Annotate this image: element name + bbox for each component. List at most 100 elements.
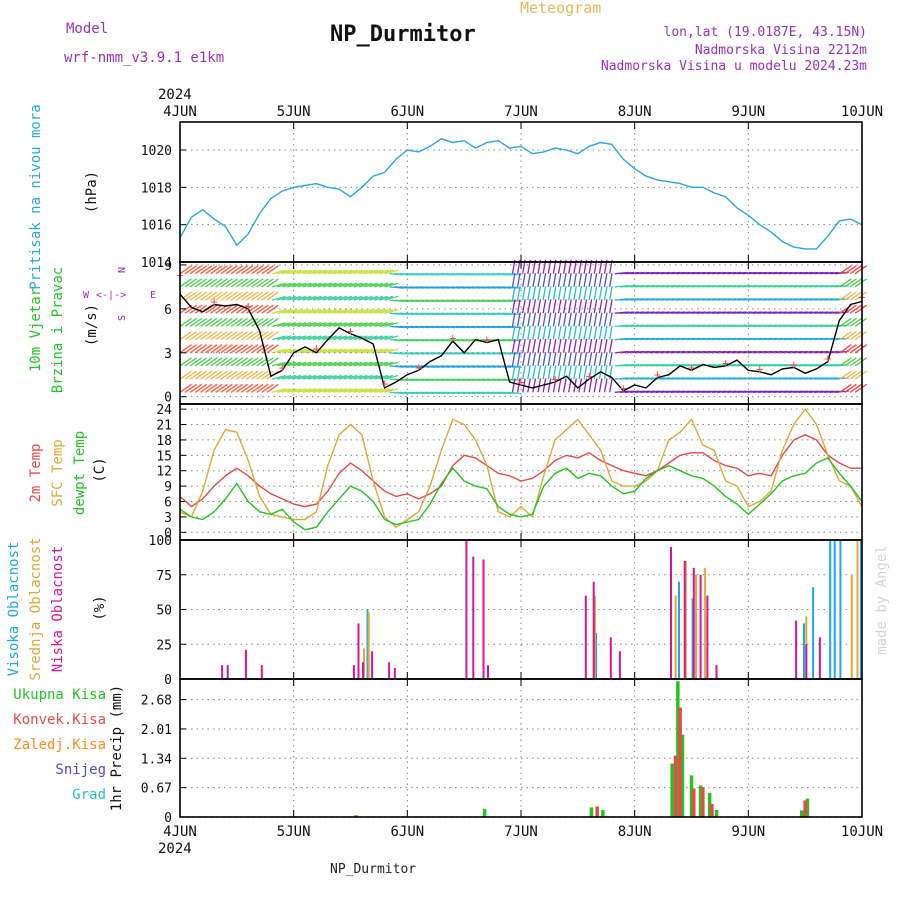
wind-barb <box>844 291 857 301</box>
wind-barb <box>348 282 363 288</box>
y-tick-label: 3 <box>164 511 172 526</box>
wind-barb <box>277 374 291 380</box>
wind-barb <box>215 344 228 354</box>
wind-barb <box>849 291 862 301</box>
wind-barb <box>369 348 383 354</box>
bar-cloud_high <box>859 540 862 679</box>
wind-barb <box>343 374 358 380</box>
wind-barb <box>230 357 243 367</box>
wind-barb <box>215 357 228 367</box>
wind-barb <box>511 365 516 380</box>
wind-barb <box>557 272 562 288</box>
wind-barb <box>271 295 286 301</box>
wind-barb <box>552 338 557 353</box>
wind-barb <box>552 272 557 288</box>
gust-marker: + <box>347 324 354 338</box>
wind-barb <box>241 383 254 393</box>
x-tick-label-top: 7JUN <box>504 104 538 120</box>
wind-barb <box>333 388 348 393</box>
bar-precip_conv <box>701 787 705 817</box>
wind-barb <box>246 344 259 354</box>
bar-cloud_low <box>618 651 621 679</box>
wind-barb <box>251 370 264 380</box>
wind-barb <box>854 331 867 341</box>
wind-barb <box>333 361 348 367</box>
wind-barb <box>277 269 291 275</box>
wind-barb <box>854 370 867 380</box>
wind-barb <box>527 325 531 340</box>
wind-barb <box>568 286 572 301</box>
wind-barb <box>588 299 593 314</box>
wind-barb <box>235 383 249 393</box>
wind-barb <box>256 344 269 354</box>
wind-barb <box>323 295 337 301</box>
wind-barb <box>271 361 286 367</box>
wind-barb <box>527 352 531 367</box>
wind-barb <box>573 299 577 314</box>
wind-barb <box>593 325 598 340</box>
wind-barb <box>230 317 243 327</box>
wind-barb <box>562 378 567 393</box>
wind-barb <box>292 388 307 393</box>
wind-barb <box>312 322 327 328</box>
wind-barb <box>256 304 269 314</box>
bar-precip_total <box>680 734 685 817</box>
wind-barb <box>241 278 254 288</box>
wind-barb <box>532 272 537 288</box>
wind-barb <box>379 388 394 393</box>
wind-barb <box>246 317 259 327</box>
wind-barb <box>194 383 208 393</box>
wind-barb <box>557 365 562 380</box>
gust-marker: + <box>586 369 593 383</box>
wind-barb <box>854 344 867 354</box>
wind-barb <box>583 286 588 301</box>
wind-barb <box>542 286 547 301</box>
wind-barb <box>333 308 348 314</box>
bar-cloud_low <box>706 595 709 679</box>
wind-barb <box>307 269 322 275</box>
model-label: Model <box>66 21 109 37</box>
wind-barb <box>588 286 593 301</box>
wind-barb <box>317 295 332 301</box>
series-line-temp_2m <box>179 434 862 508</box>
wind-barb <box>552 378 557 393</box>
wind-direction-field <box>179 259 867 395</box>
bar-cloud_low <box>393 667 396 679</box>
wind-barb <box>246 370 259 380</box>
wind-barb <box>598 338 603 353</box>
wind-barb <box>527 378 531 393</box>
wind-barb <box>241 370 254 380</box>
wind-barb <box>532 338 537 353</box>
gust-marker: + <box>245 299 252 313</box>
y-tick-label: 50 <box>156 604 172 619</box>
wind-barb <box>302 361 317 367</box>
wind-barb <box>307 361 322 367</box>
wind-barb <box>353 322 368 328</box>
wind-barb <box>348 295 363 301</box>
wind-barb <box>527 286 531 301</box>
wind-barb <box>552 352 557 367</box>
wind-barb <box>220 291 233 301</box>
wind-barb <box>839 317 852 327</box>
y-axis-label-pressure: Pritisak na nivou mora <box>28 104 44 289</box>
y-tick-label: 2.01 <box>141 723 172 738</box>
wind-barb <box>184 370 197 380</box>
gust-marker: + <box>483 333 490 347</box>
wind-barb <box>302 322 317 328</box>
compass-south: S <box>117 315 128 321</box>
bar-cloud_low <box>795 620 798 679</box>
wind-barb <box>363 388 378 393</box>
wind-barb <box>603 299 608 314</box>
wind-barb <box>849 278 862 288</box>
wind-barb <box>292 308 307 314</box>
wind-barb <box>246 357 259 367</box>
wind-barb <box>363 335 378 341</box>
wind-barb <box>323 361 337 367</box>
gust-marker: + <box>210 295 217 309</box>
wind-barb <box>552 299 557 314</box>
y-tick-label: 15 <box>156 449 172 464</box>
wind-barb <box>839 291 852 301</box>
wind-barb <box>200 383 213 393</box>
bar-precip_total <box>589 807 594 817</box>
wind-barb <box>516 338 521 353</box>
